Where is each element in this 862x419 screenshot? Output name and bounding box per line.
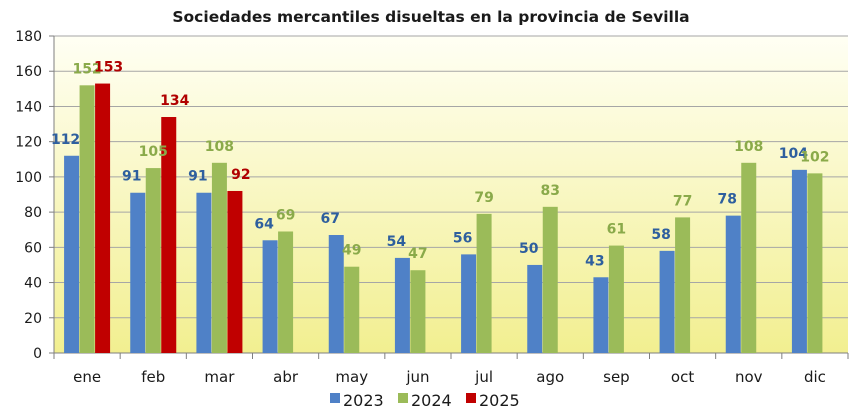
bar-2024-abr — [278, 231, 294, 353]
data-label-2024-sep: 61 — [607, 222, 626, 238]
data-label-2023-ago: 50 — [519, 241, 539, 257]
bar-2024-may — [344, 266, 360, 353]
y-axis: 0 20 40 60 80 100 120 140 160 180 — [15, 29, 55, 362]
y-tick-label: 180 — [15, 29, 42, 45]
legend-label-2025: 2025 — [479, 391, 520, 410]
bar-2024-mar — [211, 162, 227, 353]
bars — [64, 83, 823, 354]
data-label-2025-mar: 92 — [231, 167, 250, 183]
data-label-2023-oct: 58 — [651, 227, 670, 243]
data-label-2024-ene: 152 — [72, 61, 101, 77]
data-label-2023-nov: 78 — [718, 192, 737, 208]
bar-2023-jul — [461, 254, 477, 353]
bar-2023-may — [328, 235, 344, 353]
legend-swatch-2025 — [466, 393, 476, 403]
bar-2024-nov — [741, 162, 757, 353]
bar-2023-dic — [791, 169, 807, 353]
legend-label-2024: 2024 — [411, 391, 452, 410]
data-label-2024-nov: 108 — [734, 139, 763, 155]
x-tick-label: dic — [804, 368, 826, 386]
y-tick-label: 0 — [33, 346, 42, 362]
bar-2024-feb — [145, 168, 161, 353]
y-tick-label: 100 — [15, 170, 42, 186]
bar-2024-ago — [542, 206, 558, 353]
y-tick-label: 40 — [24, 276, 42, 292]
bar-2024-jun — [410, 270, 426, 353]
data-label-2024-mar: 108 — [205, 139, 234, 155]
bar-2023-abr — [262, 240, 278, 353]
x-tick-label: may — [335, 368, 368, 386]
legend-swatch-2024 — [398, 393, 408, 403]
data-label-2023-sep: 43 — [585, 253, 604, 269]
y-tick-label: 20 — [24, 311, 42, 327]
bar-2023-nov — [725, 215, 741, 353]
data-label-2025-feb: 134 — [160, 93, 189, 109]
y-tick-label: 140 — [15, 99, 42, 115]
data-label-2024-may: 49 — [342, 243, 361, 259]
bar-2025-mar — [227, 190, 243, 353]
y-tick-label: 80 — [24, 205, 42, 221]
plot-area — [54, 36, 848, 353]
bar-2024-jul — [476, 213, 492, 353]
bar-2024-ene — [79, 85, 95, 354]
data-label-2023-feb: 91 — [122, 169, 141, 185]
x-tick-label: nov — [735, 368, 763, 386]
bar-2024-dic — [807, 173, 823, 353]
data-label-2024-ago: 83 — [541, 183, 560, 199]
x-tick-label: ago — [536, 368, 564, 386]
bar-2023-feb — [130, 192, 146, 353]
data-label-2023-dic: 104 — [779, 146, 808, 162]
y-tick-label: 120 — [15, 135, 42, 151]
bar-2023-mar — [196, 192, 212, 353]
bar-2024-oct — [675, 217, 691, 353]
data-label-2024-oct: 77 — [673, 193, 692, 209]
chart-title: Sociedades mercantiles disueltas en la p… — [172, 8, 689, 26]
x-tick-label: ene — [73, 368, 101, 386]
data-label-2023-ene: 112 — [51, 132, 80, 148]
x-tick-label: jul — [474, 368, 493, 386]
data-label-2024-jun: 47 — [408, 246, 427, 262]
bar-2025-ene — [95, 83, 111, 354]
data-label-2024-dic: 102 — [800, 149, 829, 165]
x-tick-label: jun — [405, 368, 429, 386]
legend-label-2023: 2023 — [343, 391, 384, 410]
x-tick-label: abr — [273, 368, 299, 386]
data-label-2023-may: 67 — [321, 211, 340, 227]
x-tick-label: sep — [603, 368, 630, 386]
data-label-2023-mar: 91 — [188, 169, 207, 185]
data-label-2025-ene: 153 — [94, 60, 123, 76]
data-label-2024-abr: 69 — [276, 207, 295, 223]
bar-2023-ene — [64, 155, 80, 353]
x-tick-label: feb — [141, 368, 165, 386]
bar-2023-jun — [394, 257, 410, 353]
x-tick-label: mar — [204, 368, 235, 386]
data-label-2024-jul: 79 — [474, 190, 493, 206]
data-label-2024-feb: 105 — [139, 144, 168, 160]
bar-2023-sep — [593, 277, 609, 353]
bar-2023-ago — [527, 264, 543, 353]
y-tick-label: 60 — [24, 240, 42, 256]
data-label-2023-jun: 54 — [387, 234, 407, 250]
legend: 2023 2024 2025 — [330, 391, 520, 410]
x-tick-label: oct — [671, 368, 694, 386]
data-labels: 112 91 91 64 67 54 56 50 43 58 78 104 152 105 108 69 49 4… — [51, 60, 830, 270]
data-label-2023-jul: 56 — [453, 230, 472, 246]
bar-2025-feb — [161, 117, 177, 353]
x-axis: ene feb mar abr may jun jul ago sep oct nov dic — [53, 352, 849, 386]
y-tick-label: 160 — [15, 64, 42, 80]
bar-2023-oct — [659, 250, 675, 353]
legend-swatch-2023 — [330, 393, 340, 403]
bar-2024-sep — [608, 245, 624, 353]
gridlines — [54, 35, 848, 319]
data-label-2023-abr: 64 — [254, 216, 274, 232]
